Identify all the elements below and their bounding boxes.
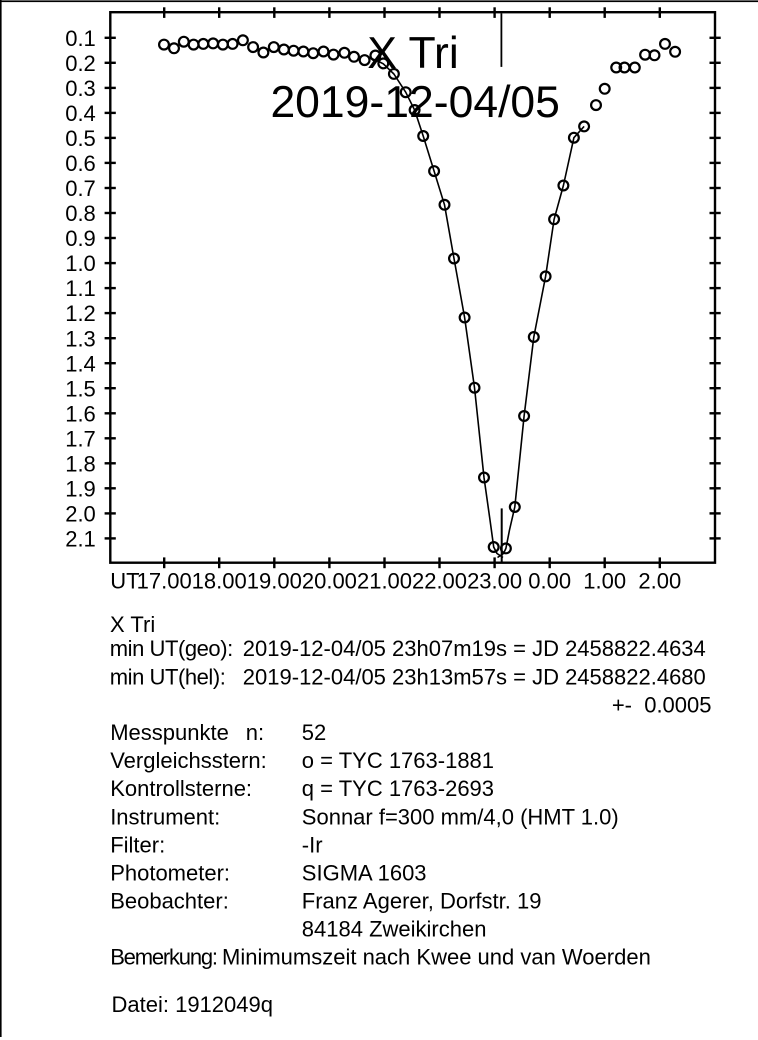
svg-text:52: 52 — [302, 720, 326, 745]
svg-text:min UT(geo):: min UT(geo): — [110, 636, 233, 661]
svg-text:n:: n: — [246, 720, 264, 745]
svg-text:1.1: 1.1 — [65, 276, 96, 301]
svg-text:X Tri: X Tri — [110, 612, 155, 637]
svg-text:84184 Zweikirchen: 84184 Zweikirchen — [302, 917, 487, 942]
svg-text:0.7: 0.7 — [65, 176, 96, 201]
svg-text:UT: UT — [110, 568, 139, 593]
svg-text:2.0: 2.0 — [65, 502, 96, 527]
svg-text:0.4: 0.4 — [65, 101, 96, 126]
svg-text:2.1: 2.1 — [65, 527, 96, 552]
svg-text:Kontrollsterne:: Kontrollsterne: — [110, 776, 252, 801]
svg-text:2019-12-04/05 23h07m19s = JD 2: 2019-12-04/05 23h07m19s = JD 2458822.463… — [243, 636, 706, 661]
svg-text:1.3: 1.3 — [65, 326, 96, 351]
svg-text:0.6: 0.6 — [65, 151, 96, 176]
svg-text:1.8: 1.8 — [65, 451, 96, 476]
svg-text:0.00: 0.00 — [528, 568, 571, 593]
svg-text:0.8: 0.8 — [65, 201, 96, 226]
svg-text:17.00: 17.00 — [137, 568, 192, 593]
svg-text:0.1: 0.1 — [65, 26, 96, 51]
svg-text:2019-12-04/05: 2019-12-04/05 — [270, 78, 560, 127]
svg-text:22.00: 22.00 — [412, 568, 467, 593]
svg-text:0.9: 0.9 — [65, 226, 96, 251]
svg-text:o = TYC 1763-1881: o = TYC 1763-1881 — [302, 748, 494, 773]
svg-text:q = TYC 1763-2693: q = TYC 1763-2693 — [302, 776, 494, 801]
svg-text:SIGMA 1603: SIGMA 1603 — [302, 860, 427, 885]
svg-text:Photometer:: Photometer: — [110, 860, 230, 885]
svg-text:Minimumszeit nach Kwee und van: Minimumszeit nach Kwee und van Woerden — [222, 945, 651, 970]
svg-text:1.2: 1.2 — [65, 301, 96, 326]
svg-text:Beobachter:: Beobachter: — [110, 889, 229, 914]
svg-text:Bemerkung:: Bemerkung: — [110, 945, 217, 970]
svg-text:1.7: 1.7 — [65, 426, 96, 451]
svg-text:1.9: 1.9 — [65, 476, 96, 501]
svg-text:-Ir: -Ir — [302, 832, 323, 857]
svg-text:Instrument:: Instrument: — [110, 804, 220, 829]
svg-text:+- 0.0005: +- 0.0005 — [612, 692, 712, 717]
svg-text:min UT(hel):: min UT(hel): — [110, 665, 226, 690]
svg-text:Sonnar f=300 mm/4,0 (HMT 1.0): Sonnar f=300 mm/4,0 (HMT 1.0) — [302, 804, 619, 829]
svg-text:21.00: 21.00 — [357, 568, 412, 593]
svg-text:X Tri: X Tri — [367, 29, 458, 78]
svg-text:23.00: 23.00 — [467, 568, 522, 593]
svg-text:Franz Agerer, Dorfstr. 19: Franz Agerer, Dorfstr. 19 — [302, 889, 542, 914]
svg-text:Vergleichsstern:: Vergleichsstern: — [110, 748, 267, 773]
svg-text:1.6: 1.6 — [65, 401, 96, 426]
svg-text:1.0: 1.0 — [65, 251, 96, 276]
svg-text:2.00: 2.00 — [638, 568, 681, 593]
svg-text:Datei: 1912049q: Datei: 1912049q — [112, 992, 273, 1017]
svg-text:1.4: 1.4 — [65, 351, 96, 376]
svg-text:1.5: 1.5 — [65, 376, 96, 401]
svg-text:0.5: 0.5 — [65, 126, 96, 151]
svg-text:18.00: 18.00 — [192, 568, 247, 593]
svg-text:2019-12-04/05 23h13m57s = JD 2: 2019-12-04/05 23h13m57s = JD 2458822.468… — [243, 665, 706, 690]
svg-text:Filter:: Filter: — [110, 832, 165, 857]
svg-text:1.00: 1.00 — [583, 568, 626, 593]
svg-text:Messpunkte: Messpunkte — [110, 720, 229, 745]
svg-text:19.00: 19.00 — [247, 568, 302, 593]
svg-text:0.3: 0.3 — [65, 76, 96, 101]
svg-text:20.00: 20.00 — [302, 568, 357, 593]
svg-text:0.2: 0.2 — [65, 51, 96, 76]
